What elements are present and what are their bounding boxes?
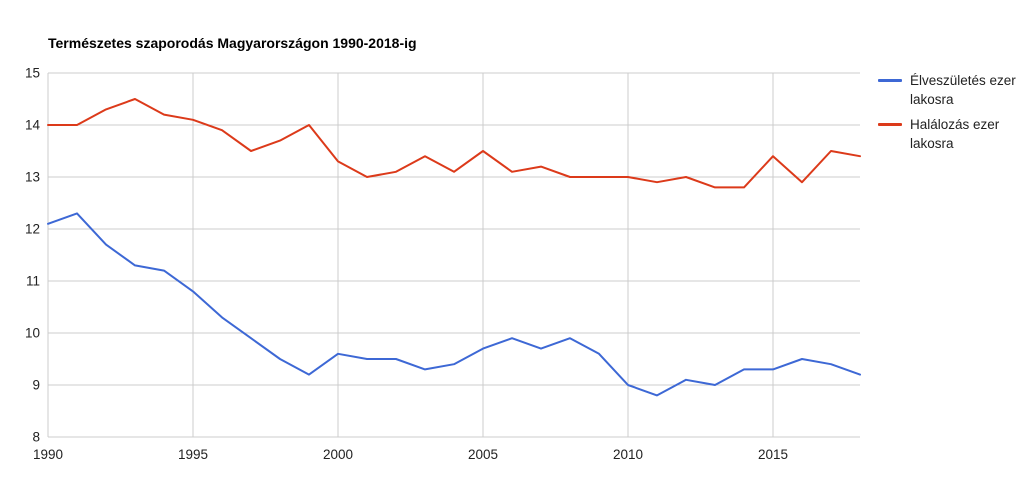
legend: Élveszületés ezer lakosra Halálozás ezer… <box>878 71 1028 159</box>
legend-swatch-births <box>878 79 902 82</box>
legend-label-births: Élveszületés ezer lakosra <box>910 73 1016 107</box>
legend-label-deaths: Halálozás ezer lakosra <box>910 117 1000 151</box>
x-tick-label: 1990 <box>33 447 63 462</box>
series-line-0 <box>47 212 861 397</box>
y-tick-label: 12 <box>25 222 40 237</box>
legend-item-deaths: Halálozás ezer lakosra <box>878 115 1028 153</box>
series-line-1 <box>47 98 861 189</box>
x-tick-label: 2005 <box>468 447 498 462</box>
x-tick-label: 1995 <box>178 447 208 462</box>
legend-swatch-deaths <box>878 123 902 126</box>
y-tick-label: 11 <box>26 274 40 289</box>
x-tick-label: 2000 <box>323 447 353 462</box>
y-tick-label: 13 <box>25 170 40 185</box>
y-tick-label: 8 <box>32 430 40 445</box>
y-tick-label: 14 <box>25 118 41 133</box>
legend-item-births: Élveszületés ezer lakosra <box>878 71 1028 109</box>
y-tick-label: 10 <box>25 326 40 341</box>
x-tick-label: 2010 <box>613 447 643 462</box>
y-tick-label: 9 <box>32 378 40 393</box>
chart-title: Természetes szaporodás Magyarországon 19… <box>48 35 417 51</box>
x-tick-label: 2015 <box>758 447 788 462</box>
y-tick-label: 15 <box>25 66 40 81</box>
